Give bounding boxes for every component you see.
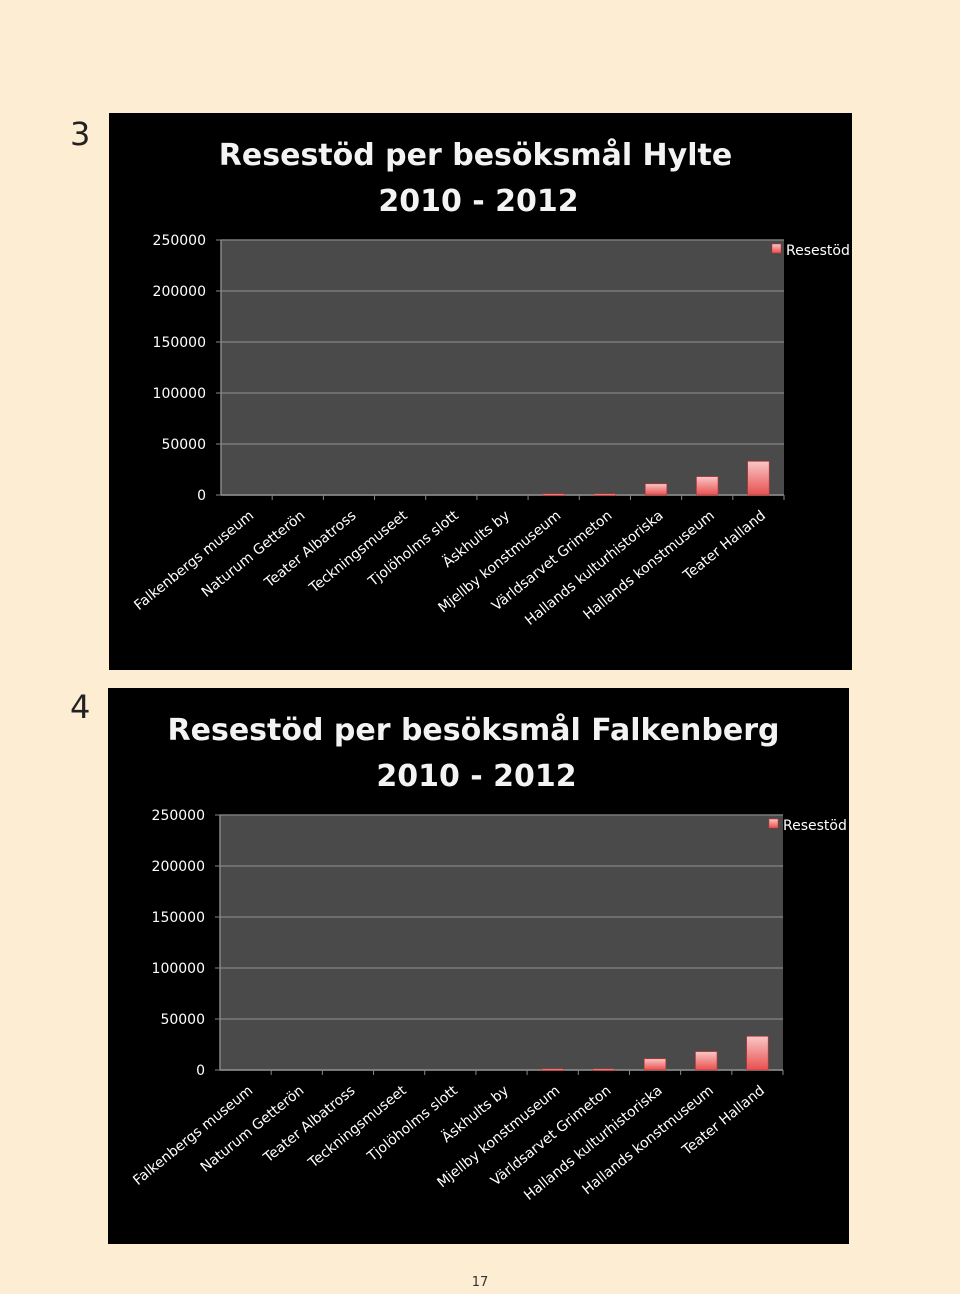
figure-number-4: 4 (70, 688, 91, 726)
plot-area (221, 240, 784, 495)
y-tick-label: 0 (197, 488, 206, 504)
figure-number-3: 3 (70, 115, 91, 153)
bar (747, 461, 770, 496)
legend-label: Resestöd (783, 818, 847, 834)
legend-swatch (771, 243, 782, 254)
x-tick-label: Tjolöholms slott (364, 1082, 461, 1165)
y-tick-label: 50000 (160, 1012, 205, 1028)
bar (643, 1058, 667, 1071)
y-tick-label: 50000 (161, 437, 206, 453)
y-tick-label: 0 (196, 1063, 205, 1079)
legend-label: Resestöd (786, 243, 850, 259)
x-tick-label: Teater Albatross (261, 508, 359, 592)
bar (644, 483, 668, 496)
page-number: 17 (471, 1275, 489, 1290)
bar (541, 1068, 564, 1071)
bar (593, 493, 616, 496)
chart-title: Resestöd per besöksmål Hylte (219, 137, 732, 173)
y-tick-label: 100000 (153, 386, 206, 402)
bar (746, 1036, 769, 1071)
chart-svg: Resestöd per besöksmål Falkenberg 2010 - … (130, 712, 847, 1204)
y-tick-label: 150000 (152, 910, 205, 926)
y-tick-label: 150000 (153, 335, 206, 351)
legend-swatch (768, 818, 779, 829)
chart-title: Resestöd per besöksmål Falkenberg (168, 712, 780, 748)
y-tick-label: 200000 (152, 859, 205, 875)
y-tick-label: 250000 (152, 808, 205, 824)
chart-svg: Resestöd per besöksmål Hylte 2010 - 2012 2… (131, 137, 850, 629)
y-tick-label: 250000 (153, 233, 206, 249)
bar (695, 1051, 718, 1071)
x-tick-label: Tjolöholms slott (365, 507, 462, 590)
chart-falkenberg: Resestöd per besöksmål Falkenberg 2010 - … (108, 688, 849, 1244)
y-tick-label: 200000 (153, 284, 206, 300)
chart-subtitle: 2010 - 2012 (378, 184, 578, 219)
y-tick-label: 100000 (152, 961, 205, 977)
chart-hylte: Resestöd per besöksmål Hylte 2010 - 2012 2… (109, 113, 852, 670)
bar (696, 476, 719, 496)
bar (592, 1068, 615, 1071)
chart-subtitle: 2010 - 2012 (376, 759, 576, 794)
x-tick-label: Teater Albatross (260, 1083, 358, 1167)
plot-area (220, 815, 783, 1070)
bar (542, 493, 565, 496)
